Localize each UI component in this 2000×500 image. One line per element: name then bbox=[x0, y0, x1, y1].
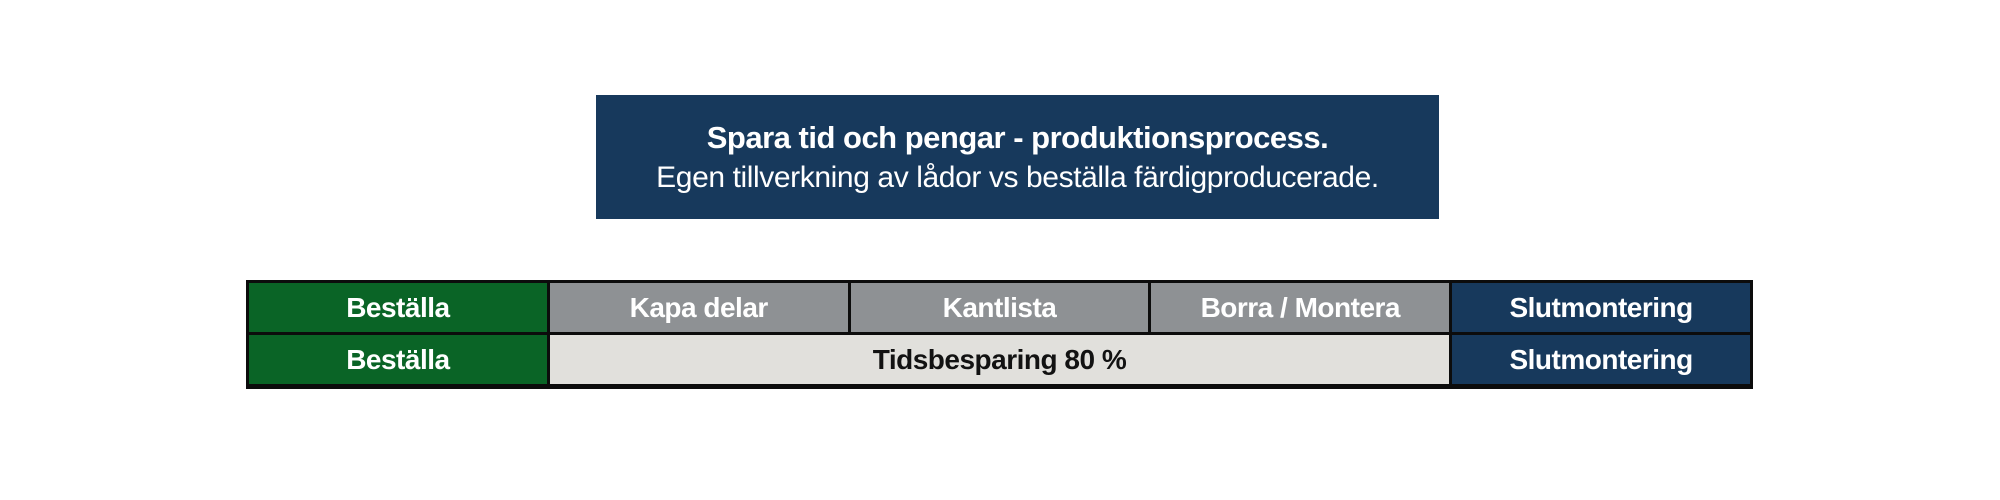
title-subtitle: Egen tillverkning av lådor vs beställa f… bbox=[656, 160, 1379, 194]
row1-cell-bestalla: Beställa bbox=[249, 283, 547, 332]
row1-cell-slutmontering: Slutmontering bbox=[1452, 283, 1750, 332]
row2-cell-bestalla: Beställa bbox=[249, 335, 547, 384]
title-main: Spara tid och pengar - produktionsproces… bbox=[706, 119, 1329, 155]
row2-cell-tidsbesparing: Tidsbesparing 80 % bbox=[549, 335, 1450, 384]
row1-cell-borra-montera: Borra / Montera bbox=[1151, 283, 1450, 332]
row2-cell-slutmontering: Slutmontering bbox=[1452, 335, 1750, 384]
row1-cell-kapa-delar: Kapa delar bbox=[549, 283, 848, 332]
row1-cell-kantlista: Kantlista bbox=[850, 283, 1149, 332]
title-box: Spara tid och pengar - produktionsproces… bbox=[596, 95, 1439, 219]
process-comparison-table: Beställa Kapa delar Kantlista Borra / Mo… bbox=[246, 280, 1753, 389]
